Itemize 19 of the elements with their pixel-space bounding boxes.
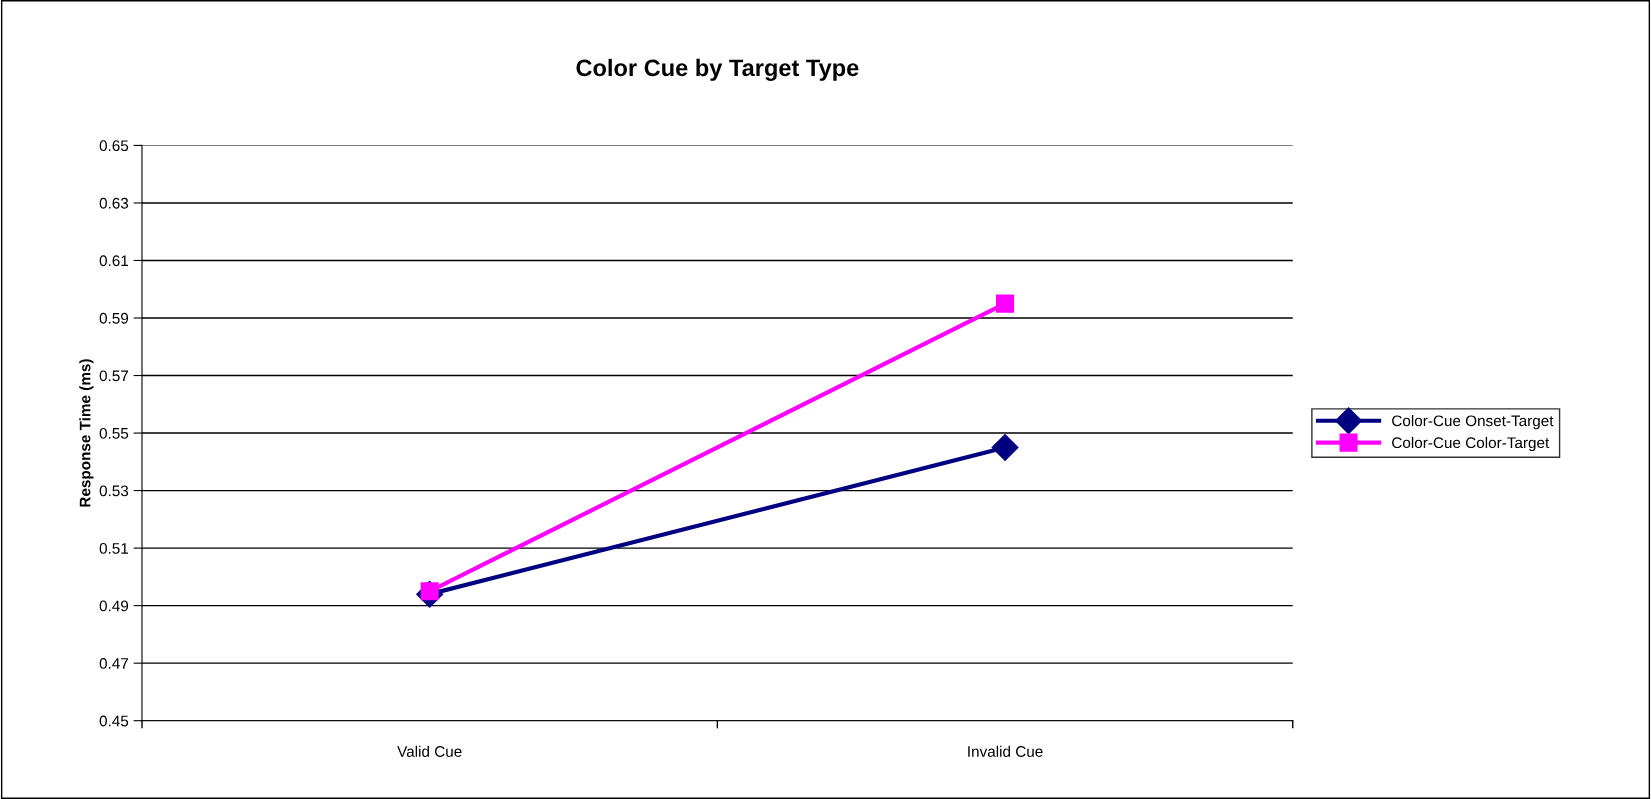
- y-tick-label: 0.65: [99, 140, 129, 152]
- y-tick-label: 0.49: [99, 600, 129, 612]
- chart-title: Color Cue by Target Type: [576, 58, 859, 81]
- legend-label: Color-Cue Color-Target: [1392, 436, 1550, 452]
- x-tick-label: Valid Cue: [397, 745, 462, 757]
- y-axis-title: Response Time (ms): [79, 359, 94, 507]
- y-tick-label: 0.57: [99, 370, 129, 382]
- y-tick-label: 0.47: [99, 658, 129, 669]
- y-tick-label: 0.63: [99, 197, 129, 209]
- point: [996, 294, 1015, 313]
- y-tick-label: 0.59: [99, 312, 129, 324]
- legend-label: Color-Cue Onset-Target: [1392, 415, 1554, 430]
- x-tick-label: Invalid Cue: [968, 745, 1043, 757]
- y-tick-label: 0.51: [99, 542, 129, 554]
- y-tick-label: 0.61: [99, 255, 129, 267]
- point: [991, 433, 1019, 461]
- y-tick-label: 0.55: [99, 427, 129, 439]
- y-tick-label: 0.53: [99, 485, 129, 497]
- y-tick-label: 0.45: [99, 715, 129, 727]
